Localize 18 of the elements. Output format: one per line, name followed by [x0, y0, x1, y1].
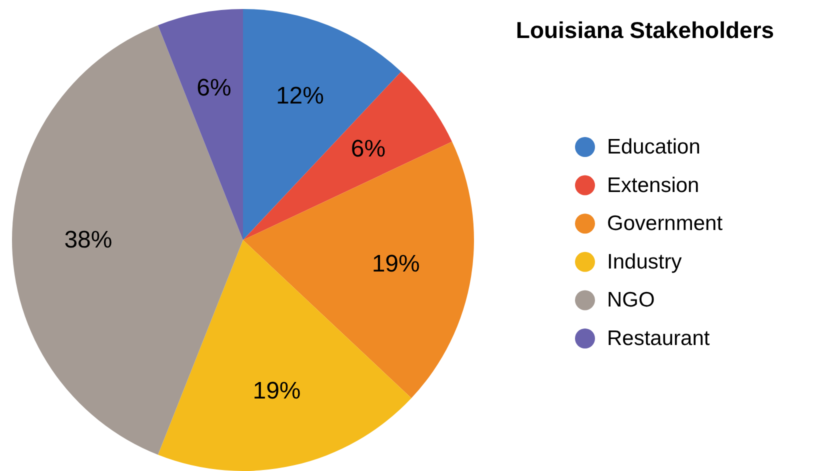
pie-slice	[243, 142, 474, 398]
data-label: 38%	[64, 226, 112, 254]
data-label: 12%	[276, 82, 324, 110]
legend-label: Extension	[607, 174, 700, 197]
legend-label: Industry	[607, 250, 682, 274]
pie-slice	[12, 25, 243, 455]
pie-slice	[243, 9, 402, 240]
legend-label: Education	[607, 136, 700, 158]
legend-label: NGO	[607, 288, 655, 312]
data-label: 19%	[252, 378, 301, 405]
pie-slice	[243, 72, 452, 240]
data-label: 6%	[196, 74, 232, 102]
data-label: 6%	[350, 136, 386, 163]
legend-label: Government	[607, 212, 723, 236]
chart-title: Louisiana Stakeholders	[516, 17, 774, 43]
legend-label: Restaurant	[607, 327, 710, 350]
pie-slice	[158, 9, 243, 240]
data-label: 19%	[372, 250, 420, 278]
